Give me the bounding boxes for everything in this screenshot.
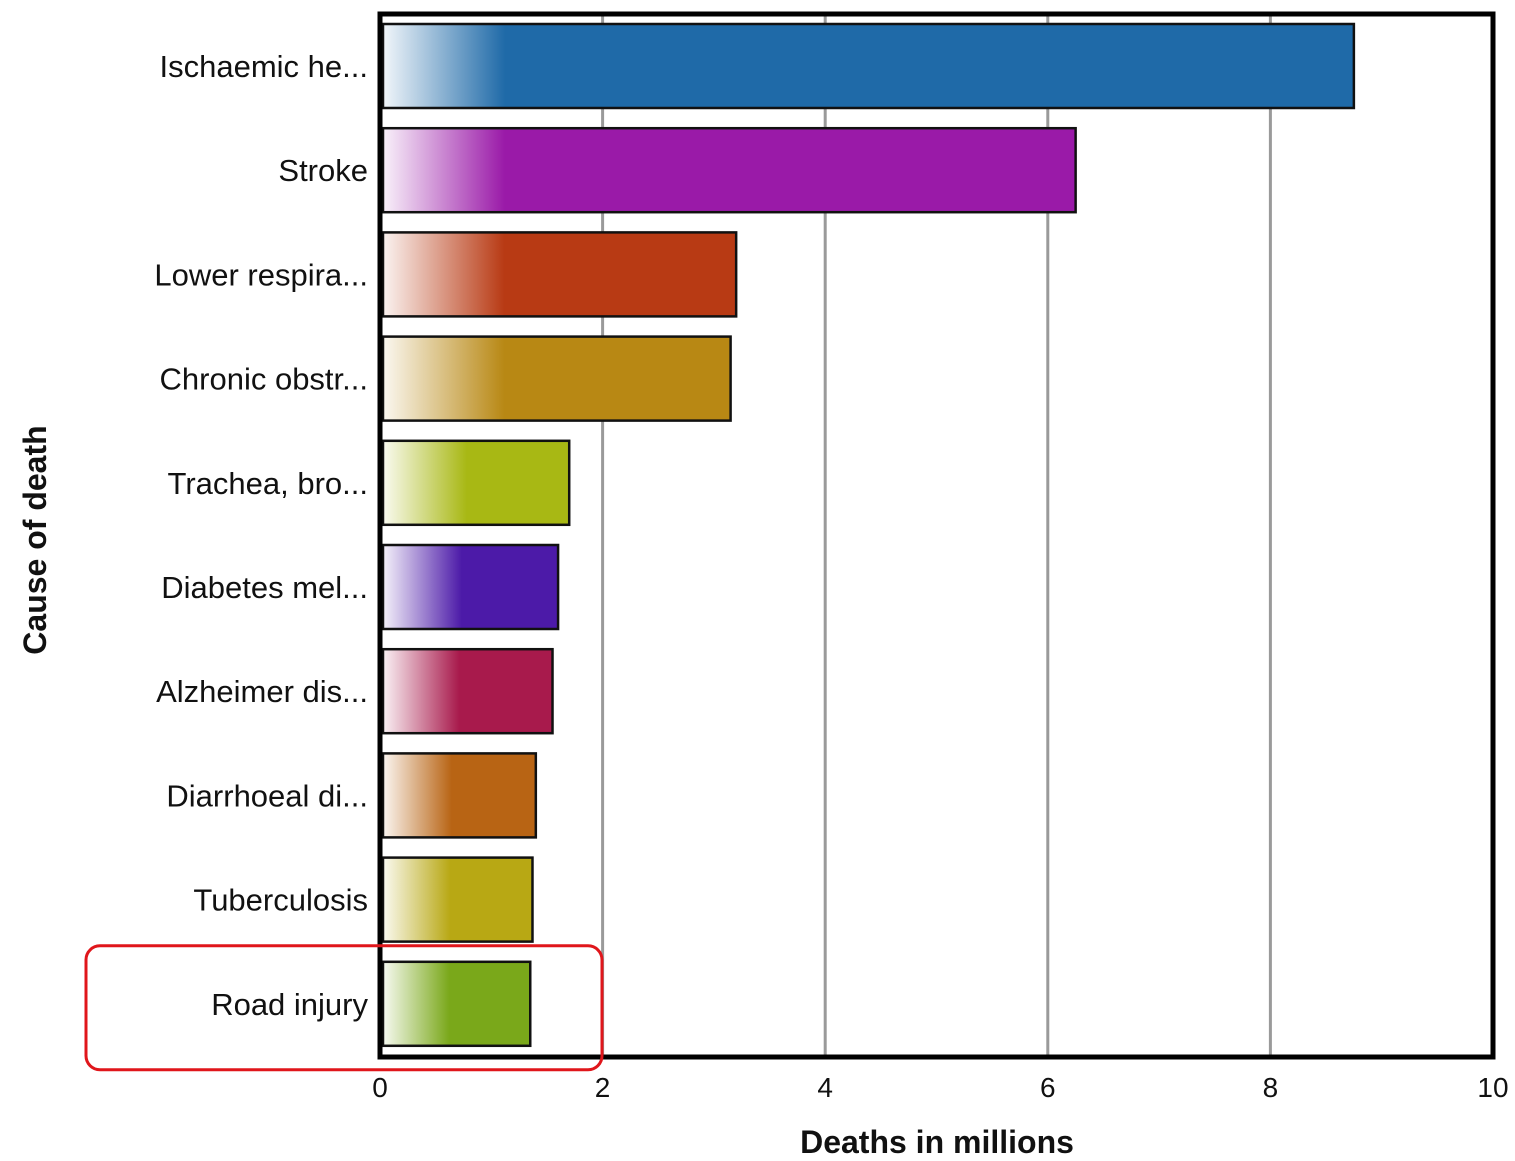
bar[interactable] — [381, 22, 1356, 110]
bars — [381, 22, 1356, 1048]
category-label: Stroke — [278, 153, 368, 188]
category-label: Chronic obstr... — [160, 362, 368, 397]
x-tick-label: 8 — [1263, 1072, 1279, 1103]
category-label: Diabetes mel... — [161, 570, 368, 605]
bar[interactable] — [381, 126, 1077, 214]
plot-frame — [377, 11, 1496, 1060]
bar[interactable] — [381, 960, 532, 1048]
x-tick-label: 0 — [372, 1072, 388, 1103]
category-label: Ischaemic he... — [160, 49, 368, 84]
bar[interactable] — [381, 335, 732, 422]
category-label: Alzheimer dis... — [156, 674, 368, 709]
category-label: Diarrhoeal di... — [166, 778, 368, 813]
bar[interactable] — [381, 543, 560, 631]
bar[interactable] — [381, 439, 571, 527]
bar[interactable] — [381, 856, 534, 943]
x-tick-label: 10 — [1477, 1072, 1508, 1103]
x-tick-labels: 0 2 4 6 8 10 — [372, 1072, 1508, 1103]
y-axis-title: Cause of death — [17, 425, 53, 654]
category-label: Tuberculosis — [193, 883, 368, 918]
x-tick-label: 2 — [595, 1072, 611, 1103]
bar[interactable] — [381, 752, 538, 839]
category-label: Road injury — [211, 987, 368, 1022]
x-tick-label: 6 — [1040, 1072, 1056, 1103]
category-label: Lower respira... — [154, 257, 368, 292]
highlight-box — [84, 944, 604, 1072]
x-tick-label: 4 — [817, 1072, 833, 1103]
category-label: Trachea, bro... — [168, 466, 368, 501]
category-labels: Ischaemic he... Stroke Lower respira... Chr… — [154, 49, 368, 1022]
bar[interactable] — [381, 647, 554, 735]
x-axis-title: Deaths in millions — [800, 1124, 1074, 1160]
bar[interactable] — [381, 231, 738, 318]
